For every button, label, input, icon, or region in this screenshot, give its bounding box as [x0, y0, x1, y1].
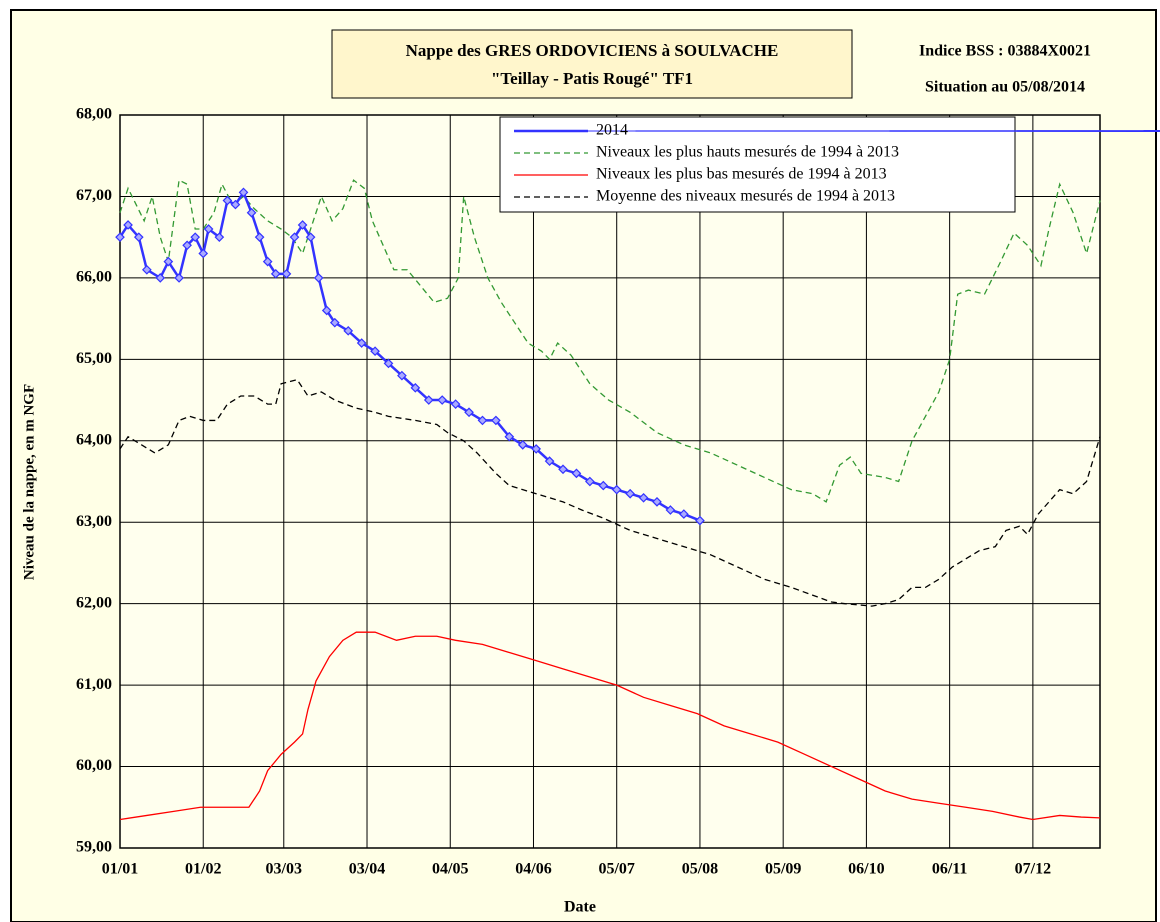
data-point	[182, 240, 192, 251]
x-axis-label: Date	[564, 899, 596, 916]
data-point	[598, 480, 609, 491]
x-tick-label: 01/02	[185, 861, 221, 878]
y-tick-label: 65,00	[76, 350, 112, 367]
legend-label: Niveaux les plus bas mesurés de 1994 à 2…	[596, 166, 887, 183]
data-point	[238, 187, 249, 198]
data-point	[289, 232, 300, 243]
x-tick-label: 07/12	[1015, 861, 1051, 878]
chart-title: Nappe des GRES ORDOVICIENS à SOULVACHE	[406, 41, 779, 60]
legend-label: 2014	[596, 122, 628, 139]
annotation: Situation au 05/08/2014	[925, 79, 1085, 96]
data-point	[254, 232, 265, 243]
data-point	[246, 207, 257, 218]
y-tick-label: 63,00	[76, 513, 112, 530]
data-point	[321, 305, 332, 316]
data-point	[585, 476, 595, 487]
legend-label: Moyenne des niveaux mesurés de 1994 à 20…	[596, 188, 895, 205]
x-tick-label: 04/05	[432, 861, 468, 878]
x-tick-label: 03/04	[349, 861, 385, 878]
data-point	[397, 370, 407, 381]
x-tick-label: 06/11	[932, 861, 968, 878]
data-point	[163, 256, 174, 267]
data-point	[678, 509, 689, 519]
x-tick-label: 05/07	[598, 861, 634, 878]
data-point	[423, 395, 434, 405]
data-point	[198, 248, 209, 259]
data-point	[558, 464, 568, 475]
plot-area	[119, 114, 1101, 849]
data-point	[281, 268, 292, 279]
series-line	[119, 179, 1101, 503]
x-tick-label: 04/06	[515, 861, 551, 878]
x-tick-label: 05/09	[765, 861, 801, 878]
y-axis-label: Niveau de la nappe, en m NGF	[21, 384, 37, 580]
data-point	[123, 220, 133, 230]
data-point	[305, 232, 316, 243]
data-point	[638, 492, 649, 503]
data-point	[625, 488, 635, 499]
data-point	[222, 195, 233, 206]
data-point	[343, 325, 354, 336]
data-point	[477, 415, 488, 426]
title-box	[331, 29, 853, 99]
data-point	[190, 232, 201, 243]
data-point	[437, 395, 448, 405]
data-point	[356, 338, 367, 348]
data-point	[313, 273, 324, 283]
y-tick-label: 67,00	[76, 187, 112, 204]
data-point	[571, 468, 582, 479]
data-point	[174, 273, 184, 283]
data-point	[142, 264, 152, 275]
data-point	[115, 232, 125, 243]
data-point	[531, 444, 542, 454]
legend-box	[499, 116, 1016, 213]
data-point	[665, 505, 676, 515]
data-point	[504, 431, 515, 442]
data-point	[652, 497, 662, 507]
y-tick-label: 62,00	[76, 594, 112, 611]
data-point	[517, 440, 528, 450]
data-point	[544, 456, 555, 466]
data-point	[133, 232, 144, 243]
series-line	[119, 631, 1101, 821]
data-point	[214, 232, 225, 243]
y-tick-label: 64,00	[76, 431, 112, 448]
data-point	[270, 268, 281, 279]
data-point	[695, 515, 705, 526]
data-point	[329, 317, 340, 328]
y-tick-label: 60,00	[76, 757, 112, 774]
data-point	[450, 399, 461, 409]
data-point	[230, 199, 241, 210]
x-tick-label: 03/03	[266, 861, 302, 878]
data-point	[155, 273, 166, 283]
y-tick-label: 59,00	[76, 839, 112, 856]
y-tick-label: 68,00	[76, 106, 112, 123]
x-tick-label: 05/08	[682, 861, 718, 878]
data-point	[383, 358, 394, 369]
data-point	[370, 346, 380, 357]
data-point	[491, 415, 501, 426]
data-point	[464, 407, 474, 418]
annotation: Indice BSS : 03884X0021	[919, 43, 1091, 60]
data-point	[262, 256, 273, 267]
x-tick-label: 01/01	[102, 861, 138, 878]
chart-subtitle: "Teillay - Patis Rougé" TF1	[491, 69, 693, 88]
legend-label: Niveaux les plus hauts mesurés de 1994 à…	[596, 144, 899, 161]
y-tick-label: 66,00	[76, 269, 112, 286]
data-point	[297, 220, 308, 230]
x-tick-label: 06/10	[848, 861, 884, 878]
y-tick-label: 61,00	[76, 676, 112, 693]
data-point	[611, 484, 622, 495]
data-point	[203, 224, 214, 234]
data-point	[410, 382, 421, 393]
